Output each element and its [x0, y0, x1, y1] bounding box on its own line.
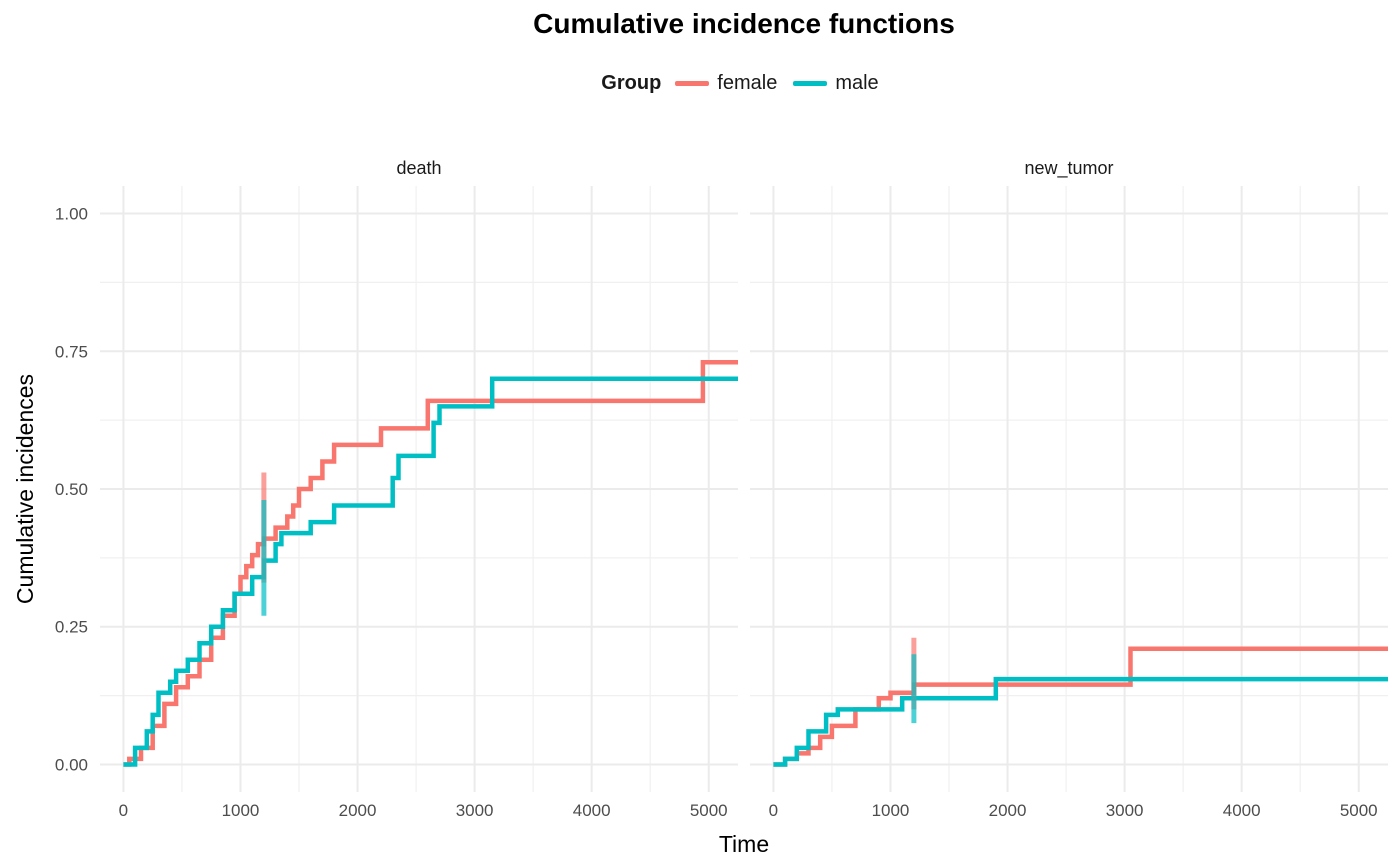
legend-item-male: male: [793, 72, 879, 95]
legend-label-male: male: [835, 72, 879, 94]
new_tumor-xtick-label: 0: [769, 801, 778, 820]
death-xtick-label: 1000: [222, 801, 260, 820]
legend-item-female: female: [675, 72, 777, 95]
new_tumor-xtick-label: 5000: [1340, 801, 1378, 820]
legend-swatch-female: [675, 81, 710, 86]
new_tumor-xtick-label: 4000: [1223, 801, 1261, 820]
death-xtick-label: 5000: [690, 801, 728, 820]
ytick-label: 1.00: [55, 205, 88, 224]
death-xtick-label: 4000: [573, 801, 611, 820]
legend-swatch-male: [793, 81, 828, 86]
death-series-female: [123, 360, 738, 767]
chart-title: Cumulative incidence functions: [533, 8, 955, 39]
ytick-label: 0.00: [55, 755, 88, 774]
ytick-label: 0.25: [55, 618, 88, 637]
ytick-label: 0.50: [55, 480, 88, 499]
new_tumor-series-female: [773, 646, 1388, 767]
new_tumor-panel-label: new_tumor: [1024, 158, 1113, 179]
new_tumor-xtick-label: 1000: [872, 801, 910, 820]
death-xtick-label: 3000: [456, 801, 494, 820]
new_tumor-xtick-label: 2000: [989, 801, 1027, 820]
legend-title: Group: [601, 72, 662, 94]
death-xtick-label: 0: [119, 801, 128, 820]
y-axis-title: Cumulative incidences: [12, 374, 38, 604]
legend: Group female male: [0, 72, 1400, 95]
new_tumor-series-male: [773, 676, 1388, 767]
new_tumor-xtick-label: 3000: [1106, 801, 1144, 820]
death-xtick-label: 2000: [339, 801, 377, 820]
death-panel-label: death: [396, 158, 441, 178]
legend-label-female: female: [717, 72, 778, 94]
death-series-male: [123, 376, 738, 767]
x-axis-title: Time: [719, 831, 769, 857]
ytick-label: 0.75: [55, 342, 88, 361]
